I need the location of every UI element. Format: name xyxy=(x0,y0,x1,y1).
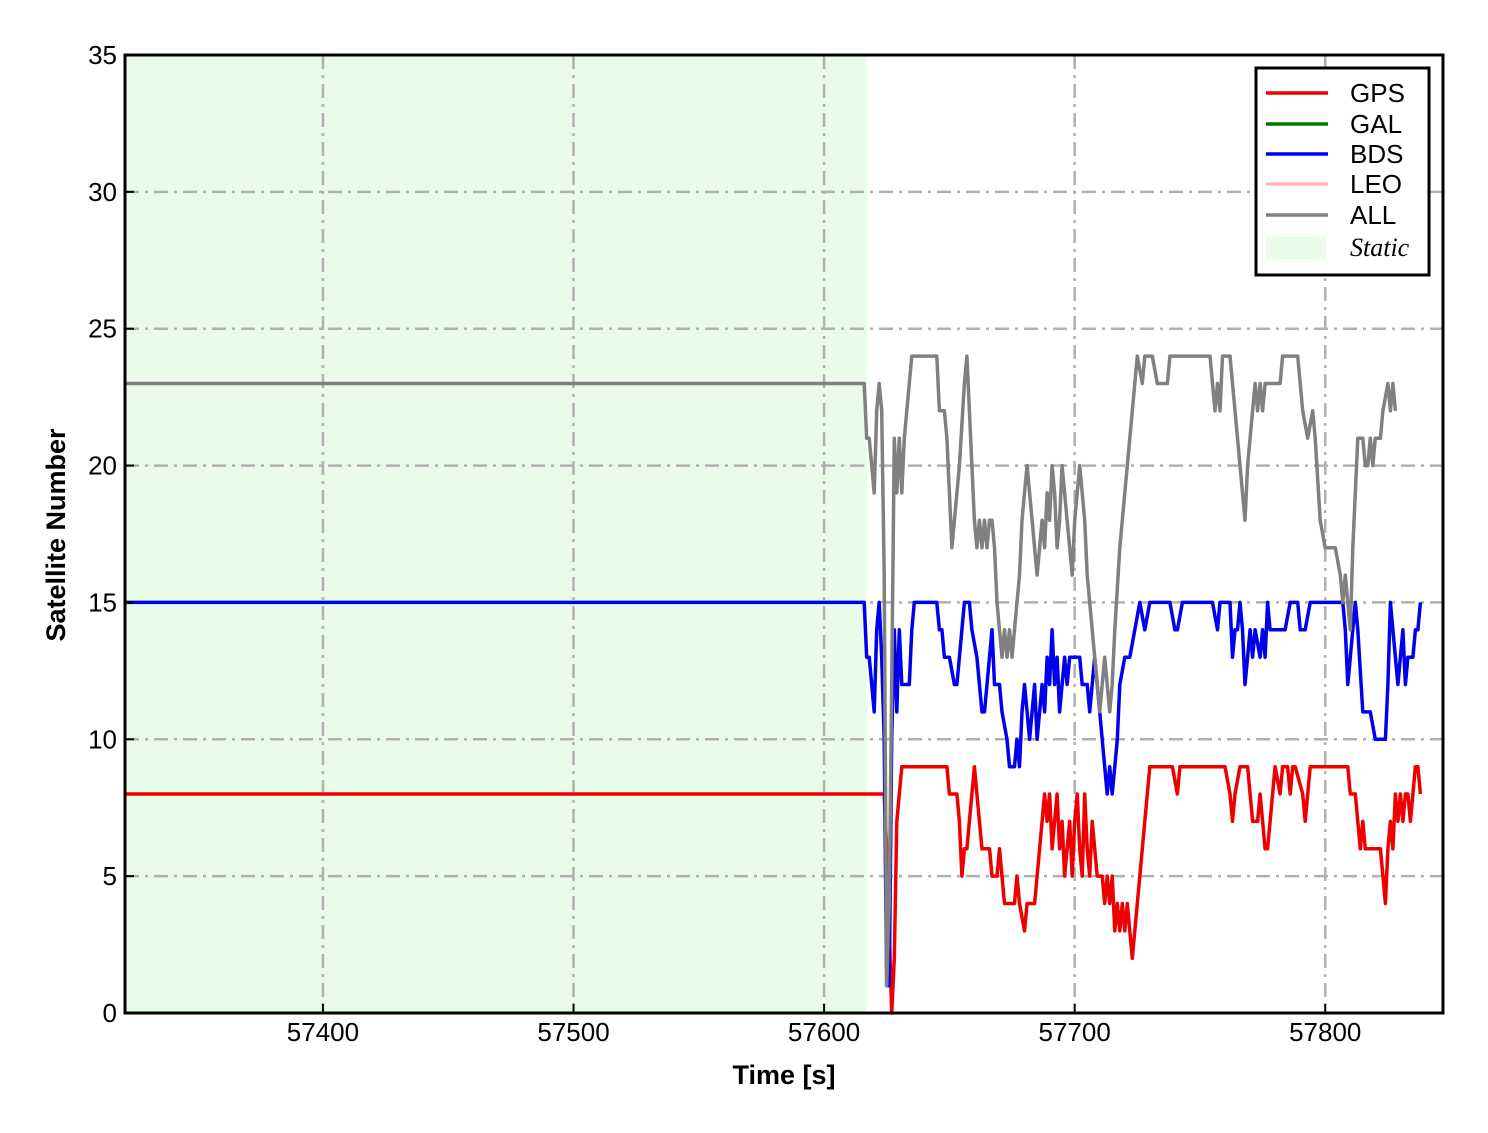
y-tick-label: 25 xyxy=(88,314,117,344)
y-axis-label: Satellite Number xyxy=(41,428,71,642)
x-tick-label: 57800 xyxy=(1289,1017,1361,1047)
legend-swatch-static xyxy=(1266,237,1326,259)
x-tick-label: 57700 xyxy=(1039,1017,1111,1047)
x-axis-label: Time [s] xyxy=(732,1060,835,1090)
axis-ticks: 57400 57500 57600 57700 57800 0 5 10 15 20 25 30 35 xyxy=(88,40,1361,1047)
plot-frame xyxy=(123,53,1445,1015)
series-lines xyxy=(125,354,1423,1015)
y-tick-label: 0 xyxy=(103,998,117,1028)
series-line-gps xyxy=(125,764,1423,1015)
x-tick-label: 57500 xyxy=(537,1017,609,1047)
x-tick-label: 57600 xyxy=(788,1017,860,1047)
legend-label-gal: GAL xyxy=(1350,109,1402,139)
legend-label-gps: GPS xyxy=(1350,78,1405,108)
legend: GPS GAL BDS LEO ALL Static xyxy=(1254,66,1431,277)
y-tick-label: 20 xyxy=(88,451,117,481)
static-shaded-region xyxy=(125,55,867,1013)
series-line-all xyxy=(125,354,1398,988)
legend-label-bds: BDS xyxy=(1350,139,1403,169)
y-tick-label: 35 xyxy=(88,40,117,70)
y-tick-label: 15 xyxy=(88,587,117,617)
y-tick-label: 5 xyxy=(103,861,117,891)
y-tick-label: 30 xyxy=(88,177,117,207)
x-tick-label: 57400 xyxy=(287,1017,359,1047)
y-tick-label: 10 xyxy=(88,724,117,754)
legend-label-all: ALL xyxy=(1350,200,1396,230)
legend-label-static: Static xyxy=(1350,233,1410,262)
legend-label-leo: LEO xyxy=(1350,169,1402,199)
